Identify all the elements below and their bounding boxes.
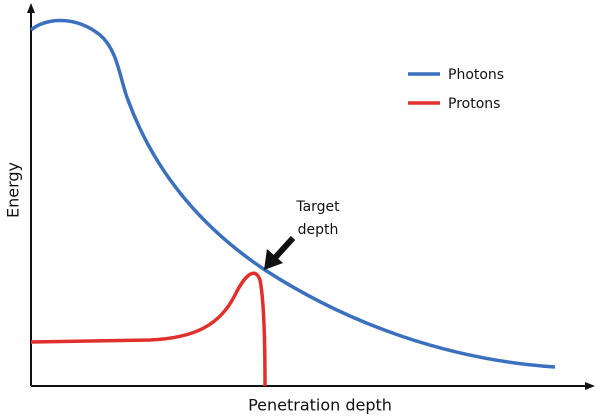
legend-label: Photons (448, 67, 504, 83)
photons-curve (29, 18, 556, 369)
annotation-arrow (270, 235, 296, 263)
legend-label: Protons (448, 96, 500, 112)
y-axis-label: Energy (4, 162, 23, 218)
protons-curve (30, 271, 267, 387)
annotation-arrowhead (264, 249, 283, 270)
x-axis-label: Penetration depth (248, 396, 392, 415)
annotation-text: Target (295, 199, 340, 215)
annotation-text: depth (298, 222, 339, 238)
